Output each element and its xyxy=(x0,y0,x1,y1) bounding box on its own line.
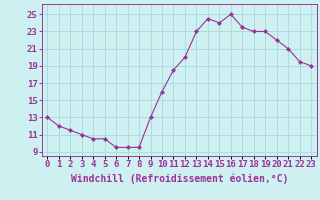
X-axis label: Windchill (Refroidissement éolien,°C): Windchill (Refroidissement éolien,°C) xyxy=(70,173,288,184)
